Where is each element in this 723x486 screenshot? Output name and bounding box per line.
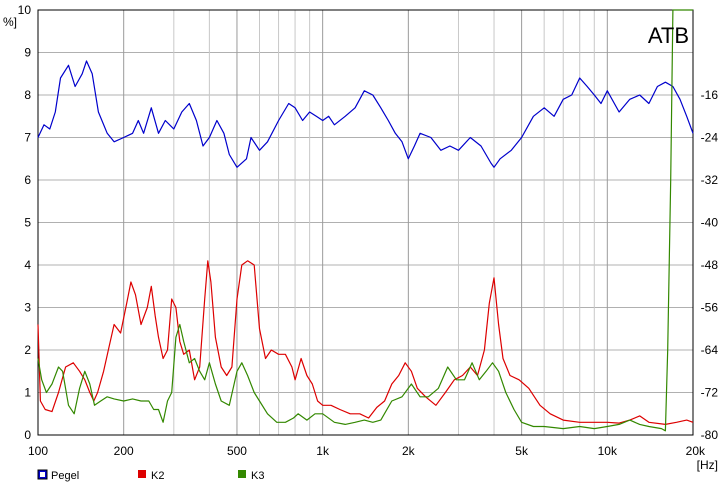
y-left-tick-label: 3 xyxy=(24,301,31,315)
y-right-tick-label: -24 xyxy=(701,131,719,145)
y-left-tick-label: 6 xyxy=(24,173,31,187)
chart-tag: ATB xyxy=(648,23,689,48)
legend-swatch-inner xyxy=(40,472,45,477)
series-k2-line xyxy=(37,260,694,425)
legend: Pegel K2 K3 xyxy=(37,469,264,482)
legend-label: K2 xyxy=(151,470,164,482)
x-tick-label: 200 xyxy=(114,444,134,458)
x-tick-label: 5k xyxy=(515,444,529,458)
y-right-tick-label: -32 xyxy=(701,173,719,187)
y-left-tick-label: 1 xyxy=(24,386,31,400)
legend-item-k3: K3 xyxy=(238,470,264,482)
y-right-tick-label: -40 xyxy=(701,216,719,230)
series-pegel-line xyxy=(37,60,694,168)
legend-label: Pegel xyxy=(51,470,79,482)
x-tick-label: 10k xyxy=(598,444,618,458)
x-tick-label: 500 xyxy=(227,444,247,458)
x-axis-unit: [Hz] xyxy=(697,458,718,472)
x-tick-label: 2k xyxy=(402,444,416,458)
y-right-tick-label: -64 xyxy=(701,343,719,357)
y-right-tick-label: -16 xyxy=(701,88,719,102)
y-left-tick-label: 10 xyxy=(18,3,32,17)
x-tick-label: 1k xyxy=(316,444,330,458)
y-left-tick-label: 8 xyxy=(24,88,31,102)
axis-labels: %] [Hz] ATB 0 1 2 3 4 5 6 7 8 9 10 -80 -72 -64 -56 -48 -… xyxy=(3,3,718,472)
plot-frame xyxy=(37,9,694,436)
legend-label: K3 xyxy=(251,470,264,482)
y-left-tick-label: 7 xyxy=(24,131,31,145)
legend-item-pegel: Pegel xyxy=(37,469,79,482)
y-right-tick-label: -48 xyxy=(701,258,719,272)
series-layer xyxy=(37,9,694,432)
x-tick-label: 20k xyxy=(686,444,706,458)
x-tick-label: 100 xyxy=(28,444,48,458)
y-right-tick-label: -72 xyxy=(701,386,719,400)
y-left-tick-label: 2 xyxy=(24,343,31,357)
series-k3-line xyxy=(37,9,693,432)
y-right-tick-label: -56 xyxy=(701,301,719,315)
legend-swatch xyxy=(138,470,146,478)
y-left-tick-label: 9 xyxy=(24,46,31,60)
y-left-tick-label: 5 xyxy=(24,216,31,230)
grid xyxy=(38,9,693,436)
y-left-tick-label: 0 xyxy=(24,428,31,442)
y-left-tick-label: 4 xyxy=(24,258,31,272)
legend-item-k2: K2 xyxy=(138,470,164,482)
y-right-tick-label: -80 xyxy=(701,428,719,442)
legend-swatch xyxy=(238,470,246,478)
y-axis-unit: %] xyxy=(3,15,17,29)
